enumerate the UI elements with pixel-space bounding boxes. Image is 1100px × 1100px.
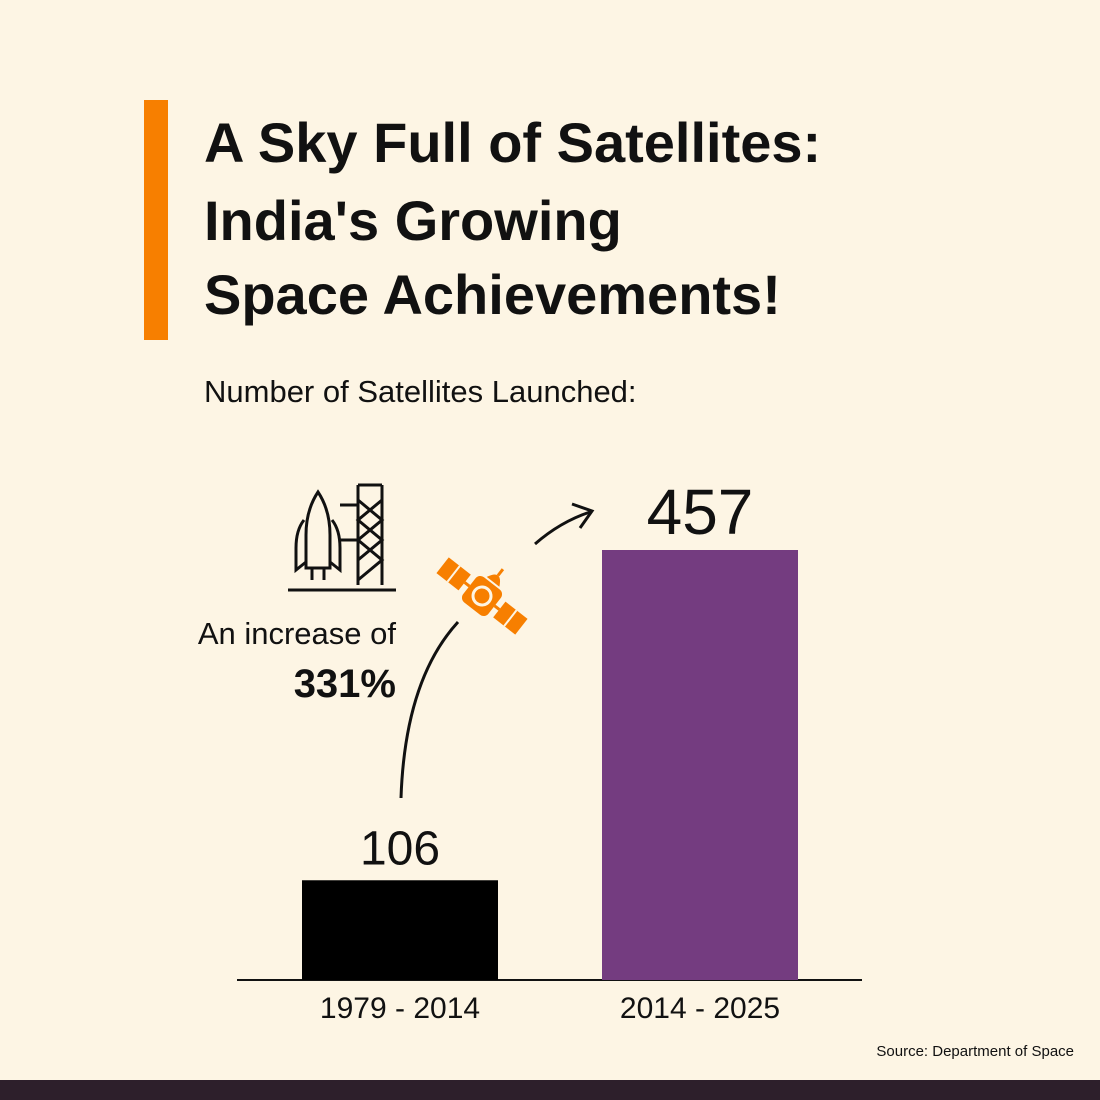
accent-bar (144, 100, 168, 340)
subtitle: Number of Satellites Launched: (204, 374, 637, 409)
arrow-head (571, 502, 595, 529)
source: Source: Department of Space (876, 1043, 1074, 1060)
bar (602, 550, 798, 980)
title-line: India's Growing (204, 189, 622, 252)
trajectory (534, 510, 591, 546)
title-line: A Sky Full of Satellites: (204, 111, 821, 174)
value-label: 106 (360, 822, 440, 875)
satellite-icon (436, 557, 528, 635)
annotation-value: 331% (294, 662, 396, 706)
footer-strip (0, 1080, 1100, 1100)
bar (302, 880, 498, 980)
value-label: 457 (647, 476, 754, 548)
x-tick-label: 2014 - 2025 (620, 992, 780, 1025)
title-line: Space Achievements! (204, 263, 781, 326)
annotation-text: An increase of (198, 616, 397, 651)
trajectory (399, 620, 460, 799)
bars: 106 1979 - 2014 457 2014 - 2025 (302, 476, 798, 1025)
rocket-icon (288, 483, 396, 592)
x-tick-label: 1979 - 2014 (320, 992, 480, 1025)
